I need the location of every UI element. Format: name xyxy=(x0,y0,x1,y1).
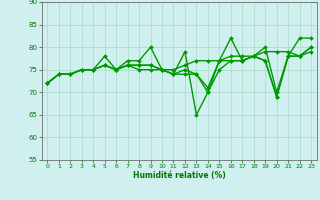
X-axis label: Humidité relative (%): Humidité relative (%) xyxy=(133,171,226,180)
